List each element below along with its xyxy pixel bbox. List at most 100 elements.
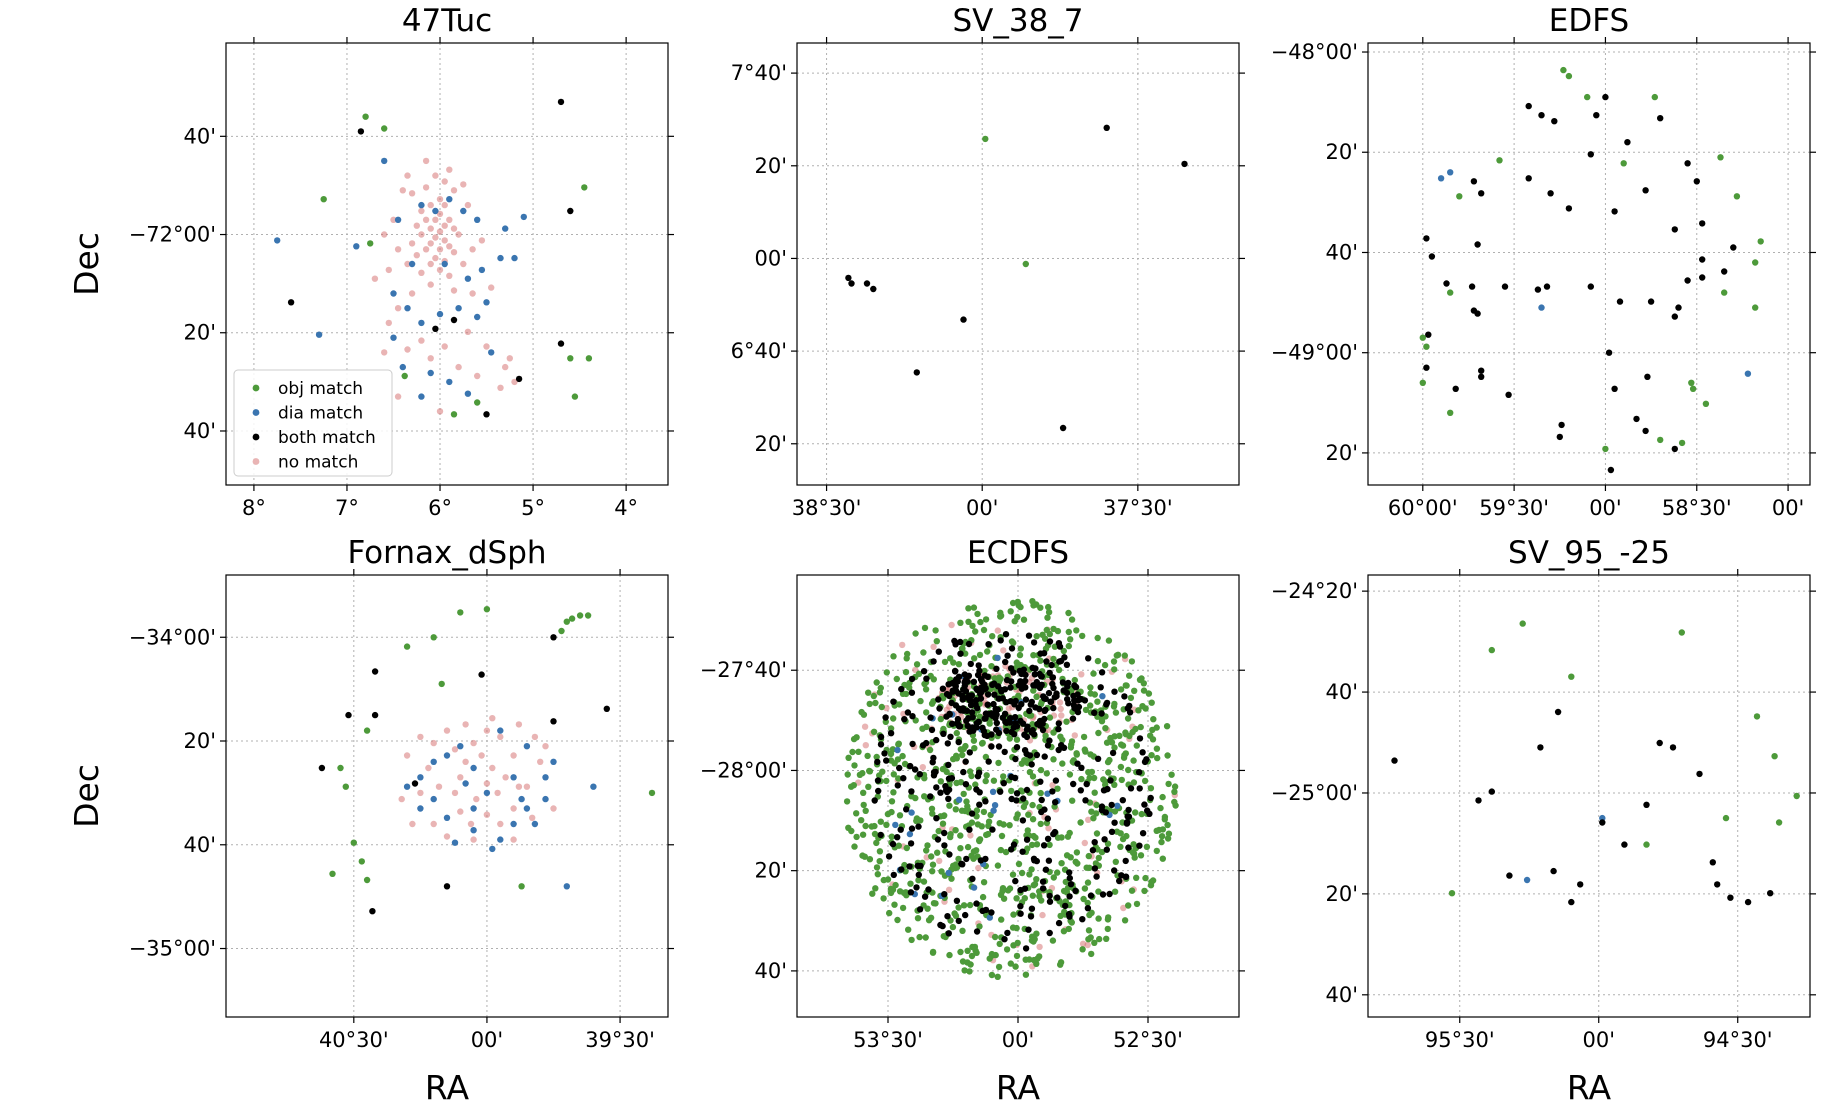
data-point-both-match [1097,684,1104,691]
data-point-obj-match [1084,879,1092,886]
data-point-obj-match [965,605,972,612]
data-point-dia-match [892,821,899,829]
data-point-obj-match [1066,829,1073,837]
data-point-obj-match [1022,956,1029,963]
data-point-obj-match [1045,609,1053,616]
data-point-both-match [1675,304,1682,311]
data-point-obj-match [1080,895,1087,903]
x-tick-label: 39°30' [585,1028,655,1052]
data-point-dia-match [523,805,531,812]
data-point-obj-match [997,609,1004,616]
data-point-obj-match [957,619,964,626]
data-point-both-match [1045,857,1053,864]
data-point-both-match [913,884,920,891]
data-point-obj-match [1771,753,1778,760]
data-point-obj-match [1158,833,1166,840]
data-point-obj-match [976,923,983,930]
data-point-obj-match [1029,816,1037,823]
data-point-obj-match [890,771,897,778]
data-point-both-match [962,911,969,919]
data-point-obj-match [1022,971,1030,978]
data-point-both-match [958,860,965,867]
data-point-obj-match [914,915,922,922]
data-point-both-match [1046,929,1053,937]
data-point-both-match [1391,757,1398,764]
data-point-obj-match [1017,645,1024,652]
data-point-obj-match [1013,895,1020,902]
data-point-obj-match [1148,752,1155,759]
data-point-no-match [542,743,549,750]
data-point-both-match [995,743,1003,750]
data-point-both-match [1547,190,1554,197]
data-point-both-match [345,711,352,719]
data-point-obj-match [876,858,883,865]
data-point-no-match [408,290,416,297]
x-tick-label: 59°30' [1479,496,1549,520]
data-point-both-match [955,917,962,925]
data-point-dia-match [432,207,439,215]
data-point-obj-match [953,755,960,762]
data-point-both-match [943,788,951,796]
data-point-both-match [973,685,980,692]
y-tick-label: −24°20' [1271,579,1358,603]
data-point-dia-match [404,305,411,312]
data-point-both-match [963,855,970,863]
data-point-obj-match [1118,776,1126,784]
data-point-dia-match [520,213,527,221]
data-point-obj-match [1447,409,1454,416]
y-tick-label: 40' [1326,983,1359,1007]
data-point-obj-match [1024,827,1032,834]
data-point-obj-match [1112,709,1120,716]
data-point-obj-match [1172,802,1179,809]
y-tick-label: 00' [755,246,788,270]
data-point-both-match [1038,796,1045,804]
data-point-obj-match [1117,830,1124,837]
data-point-both-match [906,863,913,870]
data-point-obj-match [965,618,972,625]
data-point-both-match [997,637,1004,644]
data-point-obj-match [880,895,887,902]
data-point-no-match [394,246,402,253]
data-point-no-match [441,237,448,244]
data-point-dia-match [497,727,504,734]
data-point-no-match [967,832,974,839]
data-point-both-match [874,758,881,766]
data-point-obj-match [358,858,365,865]
data-point-no-match [460,260,467,268]
x-tick-label: 5° [521,496,545,520]
data-point-both-match [1144,807,1151,814]
data-point-obj-match [959,958,967,965]
data-point-both-match [955,738,962,746]
data-point-both-match [909,713,916,720]
data-point-both-match [1696,770,1703,778]
data-point-obj-match [363,876,371,884]
data-point-both-match [1040,650,1048,657]
data-point-obj-match [1087,690,1094,697]
data-point-both-match [1000,780,1007,787]
data-point-both-match [945,930,952,937]
data-point-obj-match [1036,953,1043,960]
data-point-obj-match [924,905,931,912]
data-point-no-match [450,225,458,232]
data-point-obj-match [1067,636,1074,643]
data-point-both-match [1037,778,1044,785]
series-dia-match [1437,169,1752,377]
data-point-obj-match [1094,698,1101,705]
data-point-obj-match [995,963,1003,971]
data-point-both-match [962,758,969,765]
data-point-obj-match [874,871,881,878]
data-point-both-match [1083,780,1090,788]
data-point-both-match [1443,280,1450,287]
data-point-both-match [881,750,888,757]
data-point-both-match [1031,857,1038,864]
data-point-no-match [436,228,444,235]
data-point-obj-match [872,699,879,707]
data-point-both-match [990,700,997,708]
data-point-obj-match [1090,774,1098,782]
data-point-both-match [1026,707,1033,715]
data-point-no-match [464,201,472,209]
data-point-both-match [875,787,882,795]
data-point-obj-match [1137,723,1144,731]
data-point-both-match [976,667,983,674]
data-point-no-match [1058,712,1065,719]
